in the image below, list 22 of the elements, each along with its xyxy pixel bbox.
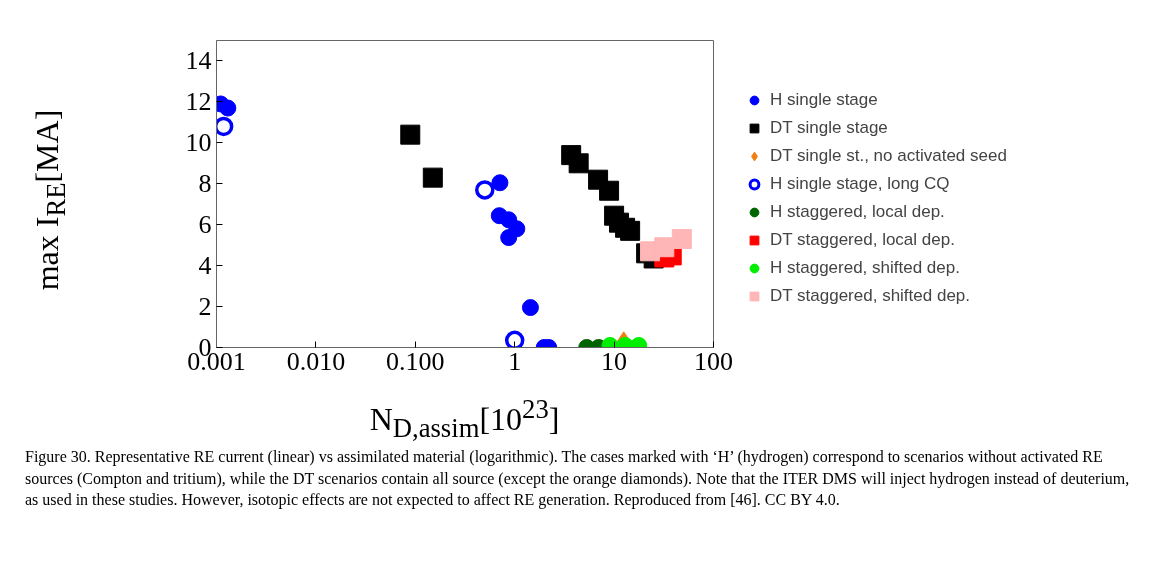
y-tick-label: 4 bbox=[198, 251, 212, 281]
legend-label: H single stage, long CQ bbox=[770, 174, 950, 194]
x-tick-label: 0.100 bbox=[386, 346, 445, 376]
y-tick-label: 8 bbox=[198, 169, 212, 199]
x-tick-label: 1 bbox=[508, 346, 522, 376]
y-tick-label: 10 bbox=[185, 128, 212, 158]
x-tick-label: 100 bbox=[694, 346, 733, 376]
legend-label: DT single st., no activated seed bbox=[770, 146, 1007, 166]
y-tick-label: 2 bbox=[198, 292, 212, 322]
legend-label: H single stage bbox=[770, 90, 878, 110]
caption: Figure 30. Representative RE current (linear) vs assimilated material (logarithmic). The cases marked with ‘H’ (hydrogen) correspond to scenarios without activated RE sources (Compton and tritium), while the DT scenarios contain all source (except the orange diamonds). Note that the ITER DMS will inject hydrogen instead of deuterium, as used in these studies. However, isotopic effects are not expected to affect RE generation. Reproduced from [46]. CC BY 4.0. bbox=[25, 447, 1131, 511]
x-tick-label: 10 bbox=[601, 346, 628, 376]
legend-label: H staggered, local dep. bbox=[770, 202, 945, 222]
legend-label: DT staggered, shifted dep. bbox=[770, 286, 971, 306]
legend-label: H staggered, shifted dep. bbox=[770, 258, 960, 278]
legend-label: DT staggered, local dep. bbox=[770, 230, 955, 250]
y-tick-label: 14 bbox=[185, 46, 212, 76]
x-tick-label: 0.010 bbox=[286, 346, 346, 376]
y-tick-label: 12 bbox=[185, 87, 212, 117]
legend-label: DT single stage bbox=[770, 118, 888, 138]
y-tick-label: 6 bbox=[198, 210, 212, 240]
x-axis-title: N$_{D,assim}$[10$^{23}$] bbox=[368, 393, 561, 446]
